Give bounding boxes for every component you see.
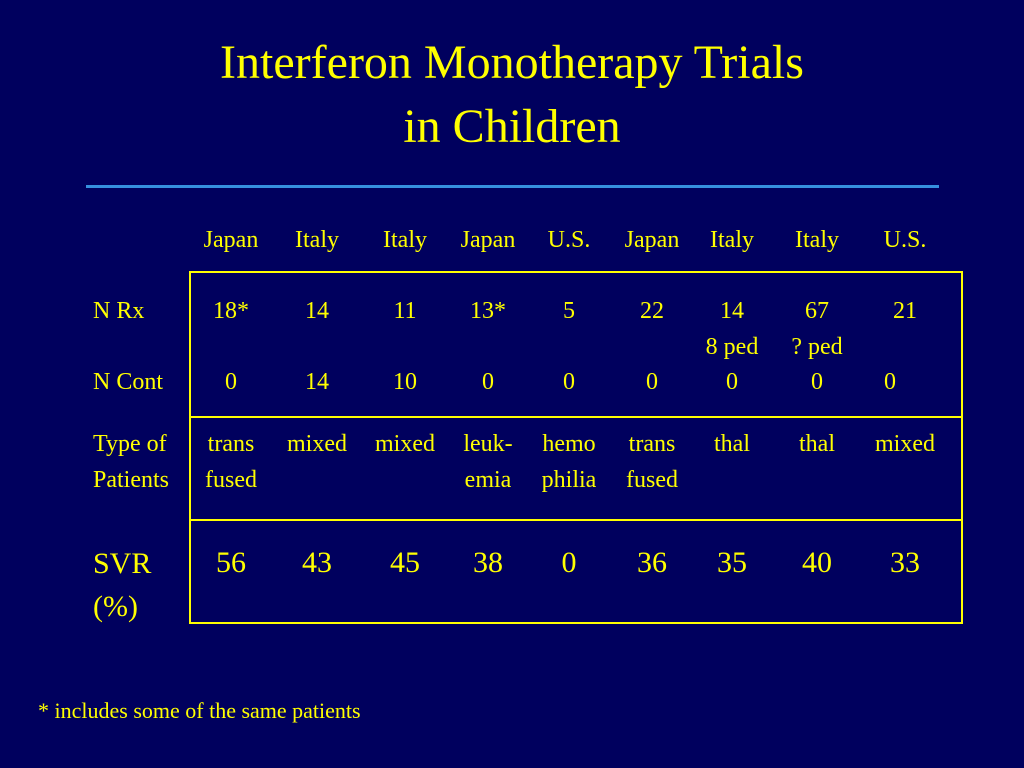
column-header: U.S. xyxy=(547,227,591,253)
column-header: Italy xyxy=(295,227,339,253)
n-rx-value: 22 xyxy=(640,298,664,324)
slide-title-line1: Interferon Monotherapy Trials xyxy=(220,36,804,89)
svr-value: 40 xyxy=(802,546,832,579)
n-rx-value: 5 xyxy=(563,298,575,324)
n-cont-value: 0 xyxy=(225,369,237,395)
column-header: Japan xyxy=(203,227,259,253)
svr-value: 45 xyxy=(390,546,420,579)
svr-value: 43 xyxy=(302,546,332,579)
n-rx-value: 67 xyxy=(805,298,829,324)
patient-type-line1: thal xyxy=(799,431,835,457)
patient-type-line1: mixed xyxy=(287,431,347,457)
n-cont-value: 0 xyxy=(482,369,494,395)
svr-value: 35 xyxy=(717,546,747,579)
row-label-n-cont: N Cont xyxy=(93,369,164,395)
n-rx-value: 11 xyxy=(393,298,417,324)
n-cont-value: 14 xyxy=(305,369,329,395)
patient-type-line2: philia xyxy=(541,467,597,493)
n-cont-value: 0 xyxy=(726,369,738,395)
column-header: Italy xyxy=(383,227,427,253)
slide-title-line2: in Children xyxy=(403,100,621,153)
table-box-svr xyxy=(189,519,963,624)
column-header: Italy xyxy=(795,227,839,253)
patient-type-line2: fused xyxy=(205,467,257,493)
n-cont-value: 0 xyxy=(646,369,658,395)
row-label-svr-line1: SVR xyxy=(93,547,152,580)
n-cont-value: 0 xyxy=(563,369,575,395)
patient-type-line1: trans xyxy=(207,431,255,457)
n-cont-value: 10 xyxy=(393,369,417,395)
patient-type-line1: mixed xyxy=(375,431,435,457)
n-rx-subvalue: 8 ped xyxy=(705,334,759,360)
svr-value: 36 xyxy=(637,546,667,579)
patient-type-line1: leuk- xyxy=(463,431,513,457)
svr-value: 56 xyxy=(216,546,246,579)
svr-value: 0 xyxy=(561,546,577,579)
row-label-type-line2: Patients xyxy=(93,467,169,493)
patient-type-line2: emia xyxy=(464,467,512,493)
n-rx-value: 14 xyxy=(305,298,329,324)
n-rx-value: 21 xyxy=(893,298,917,324)
row-label-n-rx: N Rx xyxy=(93,298,145,324)
row-label-svr-line2: (%) xyxy=(93,590,138,623)
patient-type-line1: mixed xyxy=(875,431,935,457)
column-header: Italy xyxy=(710,227,754,253)
column-header: U.S. xyxy=(883,227,927,253)
patient-type-line1: hemo xyxy=(542,431,596,457)
n-rx-subvalue: ? ped xyxy=(791,334,843,360)
column-header: Japan xyxy=(624,227,680,253)
patient-type-line2: fused xyxy=(626,467,678,493)
svr-value: 38 xyxy=(473,546,503,579)
n-cont-value: 0 xyxy=(811,369,823,395)
n-rx-value: 14 xyxy=(720,298,744,324)
n-rx-value: 18* xyxy=(213,298,249,324)
n-cont-value: 0 xyxy=(884,369,896,395)
svr-value: 33 xyxy=(890,546,920,579)
n-rx-value: 13* xyxy=(470,298,506,324)
row-label-type-line1: Type of xyxy=(93,431,167,457)
title-divider xyxy=(86,185,939,188)
column-header: Japan xyxy=(460,227,516,253)
patient-type-line1: trans xyxy=(628,431,676,457)
footnote: * includes some of the same patients xyxy=(38,698,361,723)
patient-type-line1: thal xyxy=(714,431,750,457)
